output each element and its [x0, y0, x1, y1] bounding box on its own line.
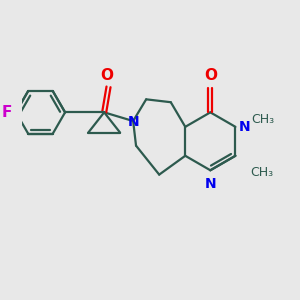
- Text: F: F: [1, 105, 11, 120]
- Text: N: N: [205, 177, 216, 190]
- Text: O: O: [100, 68, 114, 82]
- Text: CH₃: CH₃: [250, 166, 273, 179]
- Text: CH₃: CH₃: [251, 113, 274, 126]
- Text: N: N: [239, 120, 250, 134]
- Text: N: N: [127, 116, 139, 130]
- Text: O: O: [204, 68, 217, 82]
